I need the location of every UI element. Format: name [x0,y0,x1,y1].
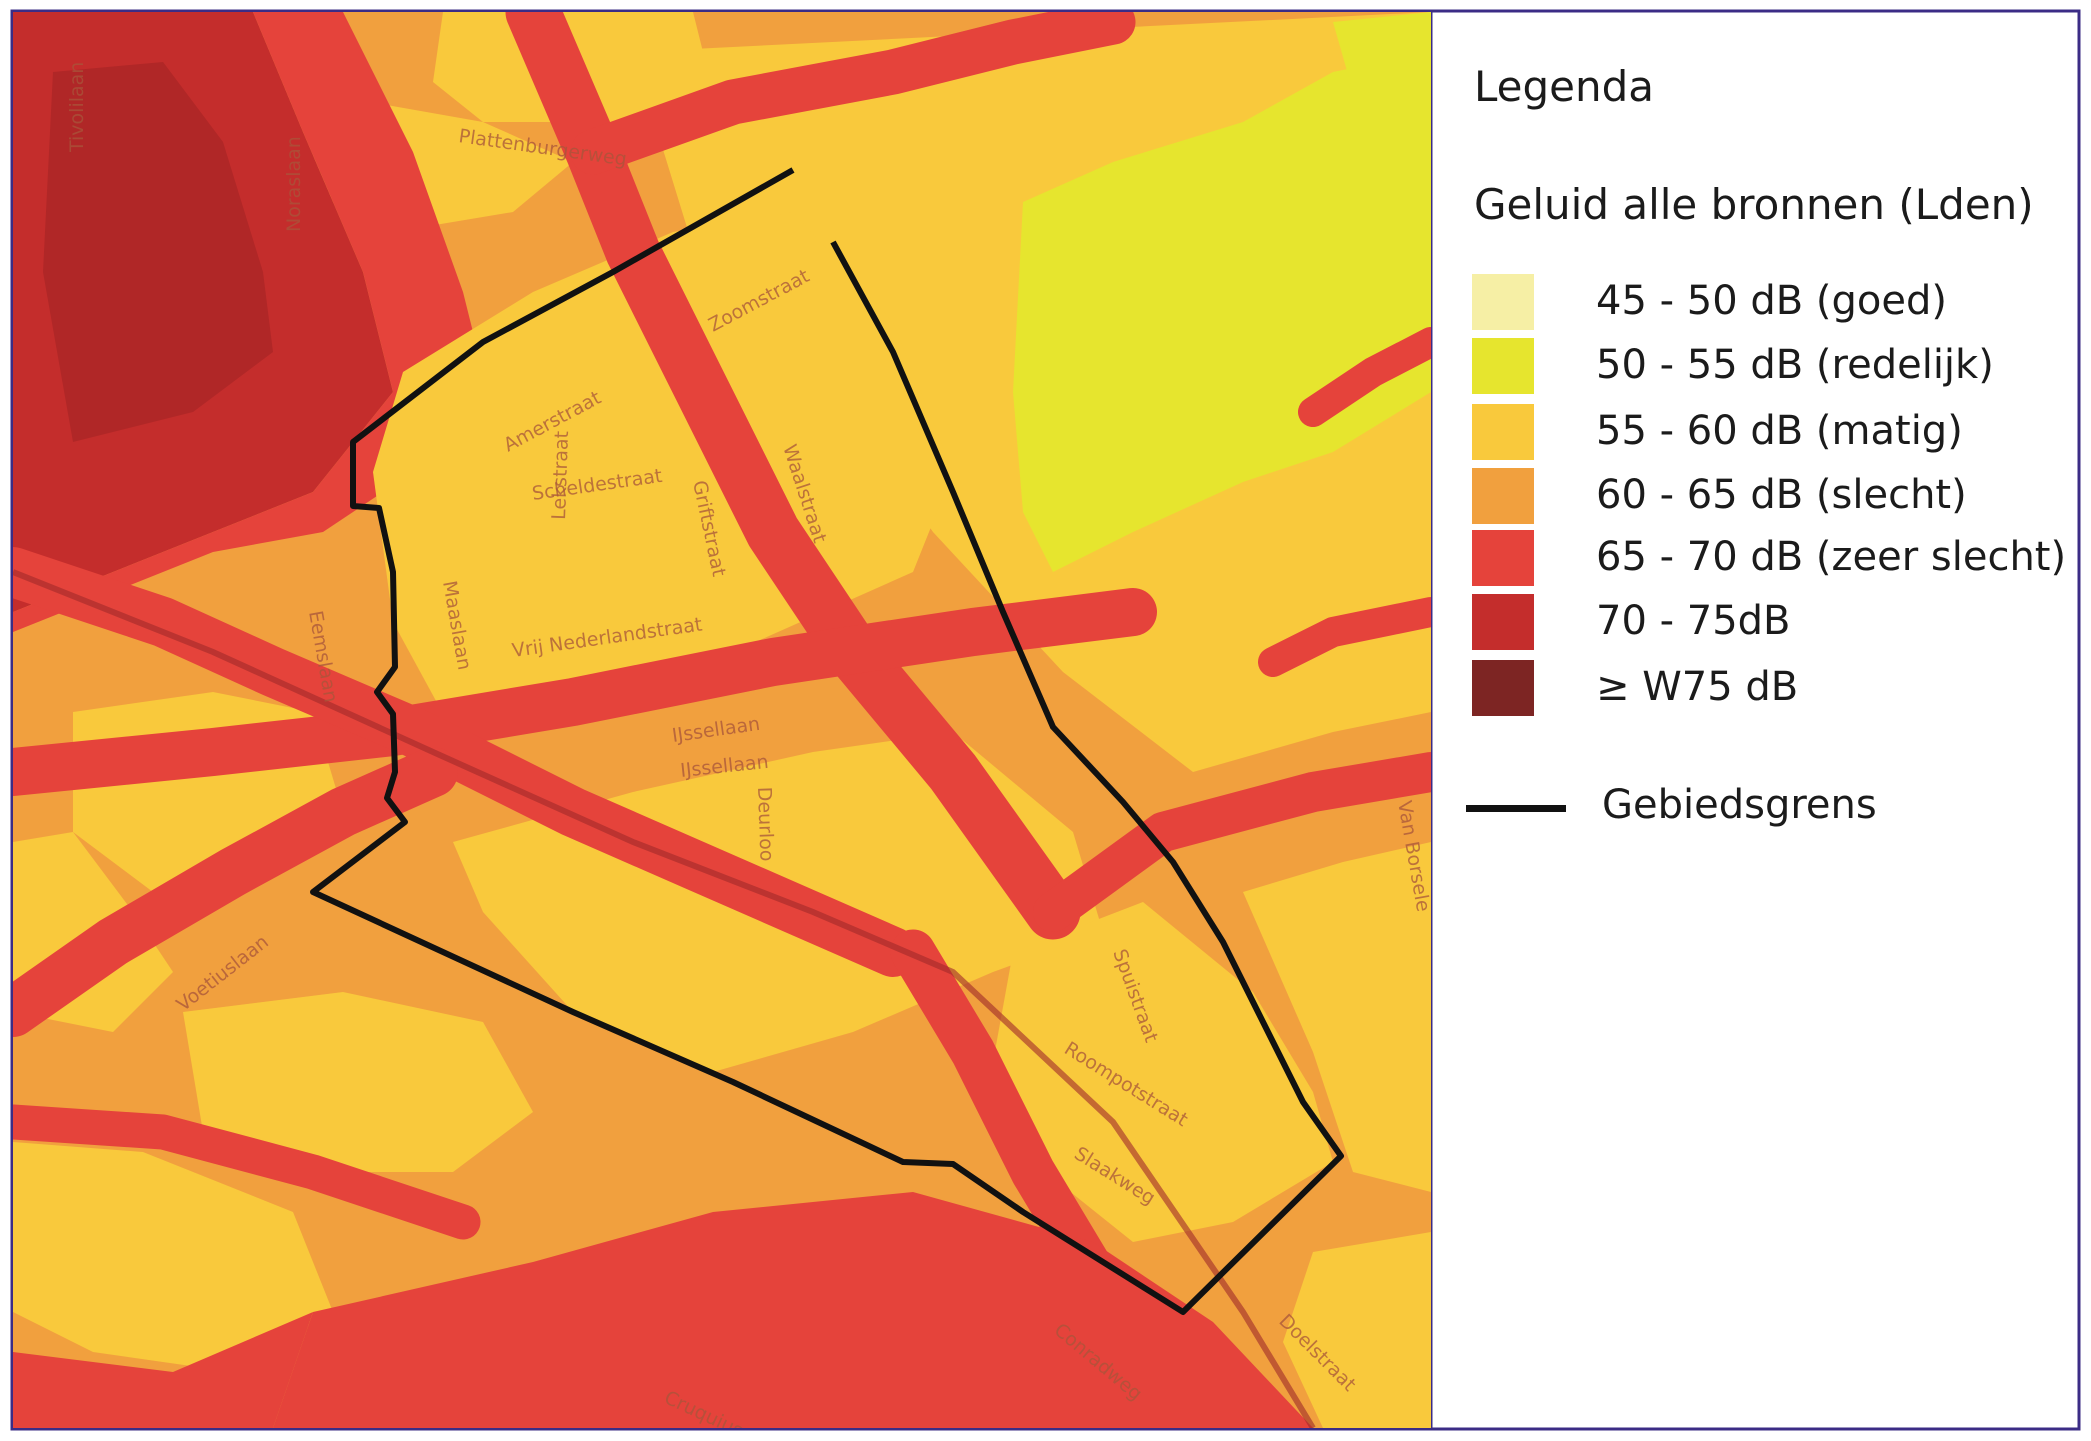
legend-title: Legenda [1474,62,1655,111]
road-ijssellaan [13,588,1157,796]
boundary-label: Gebiedsgrens [1602,782,1877,828]
zone-55-60-southwest-1 [183,992,533,1172]
road-east-1 [1033,752,1431,932]
zone-55-60-east-2 [1283,1232,1431,1428]
zone-55-60-block-3 [993,902,1333,1242]
legend-panel: Legenda Geluid alle bronnen (Lden) 45 - … [1432,12,2077,1428]
road-zuid [890,929,1116,1295]
street-label-deurloo: Deurloo [753,786,778,861]
zone-65-70-south [273,1192,1313,1428]
legend-swatch [1472,468,1534,524]
legend-swatch [1472,404,1534,460]
zone-55-60-east-1 [1243,842,1431,1192]
road-voetiuslaan [13,747,458,1037]
area-boundary[interactable] [310,167,1344,1315]
legend-swatch [1472,594,1534,650]
zone-50-55-edge [1333,12,1431,92]
zone-50-55-park [1013,52,1431,572]
rail-line [13,569,1316,1428]
legend-label: 50 - 55 dB (redelijk) [1596,342,1994,388]
road-east-2 [1298,327,1431,427]
legend-swatch [1472,274,1534,330]
legend-swatch [1472,660,1534,716]
street-label-lekstraat: Lekstraat [548,431,573,521]
zone-55-60-southwest-2 [13,1142,333,1372]
legend-swatch [1472,338,1534,394]
legend-label: 60 - 65 dB (slecht) [1596,472,1967,518]
road-south-west [13,1104,481,1240]
road-northeast [570,12,1136,175]
legend-label: 65 - 70 dB (zeer slecht) [1596,534,2067,580]
legend-label: 70 - 75dB [1596,598,1791,644]
street-label-noraslaan: Noraslaan [283,136,305,232]
noise-map[interactable]: Tivolilaan Plattenburgerweg Noraslaan Zo… [13,12,1431,1428]
zone-65-70-west-inner [43,62,273,442]
street-label-tivolilaan: Tivolilaan [66,62,88,153]
zone-65-70-northwest-edge [13,12,483,632]
legend-label: 45 - 50 dB (goed) [1596,278,1947,324]
road-east-3 [1258,597,1431,677]
legend-swatch [1472,530,1534,586]
legend-label: 55 - 60 dB (matig) [1596,408,1963,454]
zone-65-70-southwest [13,1312,313,1428]
legend-label: ≥ W75 dB [1596,664,1799,710]
boundary-line-symbol [1466,805,1566,812]
legend-subtitle: Geluid alle bronnen (Lden) [1474,180,2034,229]
